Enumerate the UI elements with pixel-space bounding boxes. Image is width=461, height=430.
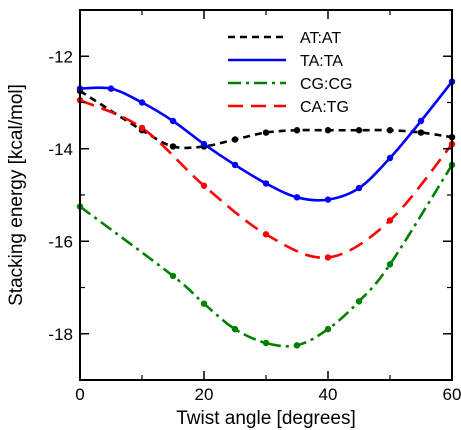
series-curves-layer (79, 80, 454, 348)
data-point-ta-ta (355, 184, 363, 192)
data-point-at-at (293, 127, 301, 134)
data-point-at-at (231, 136, 239, 143)
data-point-cg-cg (355, 298, 363, 305)
data-point-ca-tg (324, 254, 332, 261)
data-point-at-at (262, 129, 270, 136)
tick-labels-layer: 0 20 40 60 -18 -16 -14 -12 (48, 47, 461, 404)
data-point-ta-ta (324, 196, 332, 203)
data-point-cg-cg (324, 325, 332, 333)
data-point-ta-ta (138, 99, 146, 106)
data-point-cg-cg (262, 339, 270, 347)
y-tick-label: -16 (48, 232, 73, 251)
data-point-ta-ta (262, 180, 270, 187)
data-point-at-at (355, 127, 363, 134)
y-tick-label: -12 (48, 47, 73, 66)
legend-label-ca-tg: CA:TG (300, 99, 349, 116)
data-point-ca-tg (262, 231, 270, 238)
data-point-cg-cg (386, 261, 394, 268)
data-point-ta-ta (386, 154, 394, 162)
x-tick-label: 60 (443, 385, 461, 404)
legend: AT:AT TA:TA CG:CG CA:TG (228, 30, 352, 116)
data-point-ca-tg (386, 217, 394, 224)
data-point-cg-cg (169, 272, 177, 280)
legend-label-at-at: AT:AT (300, 30, 341, 47)
data-point-at-at (324, 127, 332, 134)
legend-label-cg-cg: CG:CG (300, 76, 352, 93)
data-point-cg-cg (200, 300, 208, 307)
data-point-ta-ta (231, 161, 239, 169)
data-point-at-at (417, 129, 425, 136)
data-point-ca-tg (200, 182, 208, 189)
data-point-cg-cg (231, 325, 239, 333)
series-line-cg-cg (79, 164, 454, 348)
data-point-ta-ta (293, 194, 301, 201)
y-tick-label: -14 (48, 140, 73, 159)
data-point-cg-cg (293, 342, 301, 349)
legend-label-ta-ta: TA:TA (300, 53, 343, 70)
y-tick-label: -18 (48, 325, 73, 344)
x-tick-label: 40 (319, 385, 338, 404)
x-axis-label: Twist angle [degrees] (176, 408, 356, 429)
data-point-at-at (386, 127, 394, 134)
data-point-ta-ta (200, 140, 208, 148)
x-tick-label: 0 (75, 385, 84, 404)
axis-ticks-layer (79, 9, 453, 381)
series-points-layer (76, 78, 456, 349)
data-point-ta-ta (169, 117, 177, 125)
data-point-ca-tg (138, 124, 146, 132)
plot-frame (79, 9, 453, 381)
x-tick-label: 20 (195, 385, 214, 404)
data-point-ta-ta (107, 85, 115, 92)
data-point-at-at (169, 143, 177, 150)
data-point-ta-ta (417, 117, 425, 125)
y-axis-label: Stacking energy [kcal/mol] (6, 84, 27, 306)
